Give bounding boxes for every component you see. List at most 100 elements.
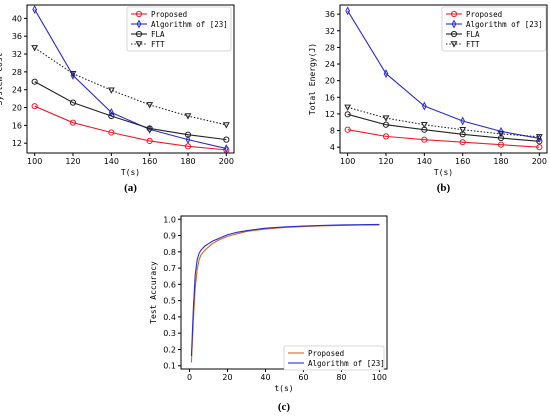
- y-tick-label: 16: [325, 93, 335, 102]
- y-tick-label: 1.0: [163, 215, 176, 224]
- series-line-ftt: [347, 106, 540, 138]
- legend-label: Proposed: [308, 349, 344, 358]
- y-tick-label: 0.8: [163, 248, 176, 257]
- data-point: [420, 122, 428, 129]
- data-point: [146, 125, 153, 132]
- chart-caption: (c): [278, 401, 291, 413]
- y-axis-label: System Cost: [0, 52, 4, 105]
- x-tick-label: 80: [336, 373, 346, 382]
- series-line-algorithm-of-23-: [34, 9, 227, 150]
- data-point: [32, 4, 38, 14]
- data-point: [421, 101, 427, 111]
- series-line-proposed: [190, 224, 380, 363]
- data-point: [223, 144, 229, 154]
- legend-marker: [451, 19, 457, 29]
- legend-marker: [136, 19, 142, 29]
- data-point: [382, 115, 390, 122]
- y-tick-label: 0.6: [163, 280, 176, 289]
- data-point: [146, 137, 153, 145]
- x-tick-label: 40: [260, 373, 270, 382]
- y-tick-label: 24: [12, 86, 22, 95]
- legend-marker: [450, 30, 458, 38]
- data-point: [497, 141, 505, 148]
- data-point: [382, 133, 390, 140]
- y-tick-label: 24: [325, 60, 335, 69]
- x-tick-label: 140: [104, 157, 119, 166]
- y-tick-label: 32: [12, 50, 22, 59]
- data-point: [344, 104, 352, 111]
- y-tick-label: 12: [325, 110, 335, 119]
- data-point: [536, 144, 543, 151]
- data-point: [31, 45, 39, 52]
- y-tick-label: 20: [325, 77, 335, 86]
- y-tick-label: 28: [325, 43, 335, 52]
- legend-label: Algorithm of [23]: [308, 359, 385, 368]
- x-tick-label: 180: [493, 157, 508, 166]
- legend-label: FLA: [151, 30, 165, 39]
- x-tick-label: 120: [378, 157, 393, 166]
- y-tick-label: 0.5: [163, 297, 176, 306]
- legend-marker: [450, 41, 458, 48]
- y-tick-label: 4: [330, 143, 335, 152]
- x-tick-label: 140: [417, 157, 432, 166]
- legend-marker: [135, 10, 143, 18]
- data-point: [108, 129, 115, 136]
- y-axis-label: Test Accuracy: [149, 261, 158, 324]
- data-point: [185, 135, 191, 145]
- plot-frame: [26, 4, 235, 154]
- y-tick-label: 8: [330, 127, 335, 136]
- data-point: [184, 113, 192, 120]
- chart-caption: (b): [437, 182, 451, 194]
- data-point: [222, 122, 230, 129]
- data-point: [69, 99, 77, 106]
- y-tick-label: 0.4: [163, 313, 176, 322]
- y-tick-label: 20: [12, 104, 22, 113]
- series-line-algorithm-of-23-: [347, 10, 540, 139]
- chart-a-system-cost: 100 120 140 160 180 200 12 16 20 24 28 32 36 40 T(s) Sy…: [0, 4, 235, 194]
- series-line-proposed: [347, 129, 540, 148]
- y-tick-label: 0.2: [163, 345, 176, 354]
- x-tick-label: 180: [180, 157, 195, 166]
- data-point: [344, 126, 351, 133]
- series-line-fla: [347, 113, 540, 142]
- x-tick-label: 60: [298, 373, 308, 382]
- chart-c-test-accuracy: 0 20 40 60 80 100 0.1 0.2 0.3 0.4 0.5 0.6 0.7 0.8 0.9 1…: [149, 215, 388, 413]
- data-point: [31, 78, 38, 85]
- legend-box: [126, 6, 232, 52]
- series-line-fla: [34, 81, 227, 141]
- data-point: [69, 119, 77, 126]
- legend-label: Proposed: [466, 10, 502, 19]
- data-point: [459, 139, 466, 146]
- chart-caption: (a): [124, 182, 137, 194]
- data-point: [107, 87, 115, 94]
- legend-label: Algorithm of [23]: [466, 20, 543, 29]
- data-point: [421, 136, 428, 143]
- y-tick-label: 0.7: [163, 264, 176, 273]
- legend-marker: [135, 41, 143, 48]
- x-tick-label: 0: [187, 373, 192, 382]
- series-line-ftt: [34, 47, 227, 126]
- data-point: [382, 121, 390, 128]
- x-tick-label: 100: [27, 157, 42, 166]
- data-point: [460, 116, 466, 126]
- legend-label: Proposed: [151, 10, 187, 19]
- x-tick-label: 200: [219, 157, 234, 166]
- legend-label: FLA: [466, 30, 480, 39]
- data-point: [345, 6, 351, 16]
- legend-box: [441, 6, 547, 52]
- data-point: [69, 70, 77, 78]
- x-tick-label: 200: [532, 157, 547, 166]
- y-tick-label: 0.9: [163, 232, 176, 241]
- legend-marker: [135, 30, 143, 38]
- data-point: [344, 111, 351, 118]
- x-axis-label: T(s): [121, 168, 140, 177]
- data-point: [535, 134, 543, 141]
- x-tick-label: 20: [222, 373, 232, 382]
- legend-box: [283, 345, 385, 371]
- y-tick-label: 16: [12, 121, 22, 130]
- x-tick-label: 100: [372, 373, 387, 382]
- legend-label: Algorithm of [23]: [151, 20, 228, 29]
- legend-marker: [450, 10, 458, 18]
